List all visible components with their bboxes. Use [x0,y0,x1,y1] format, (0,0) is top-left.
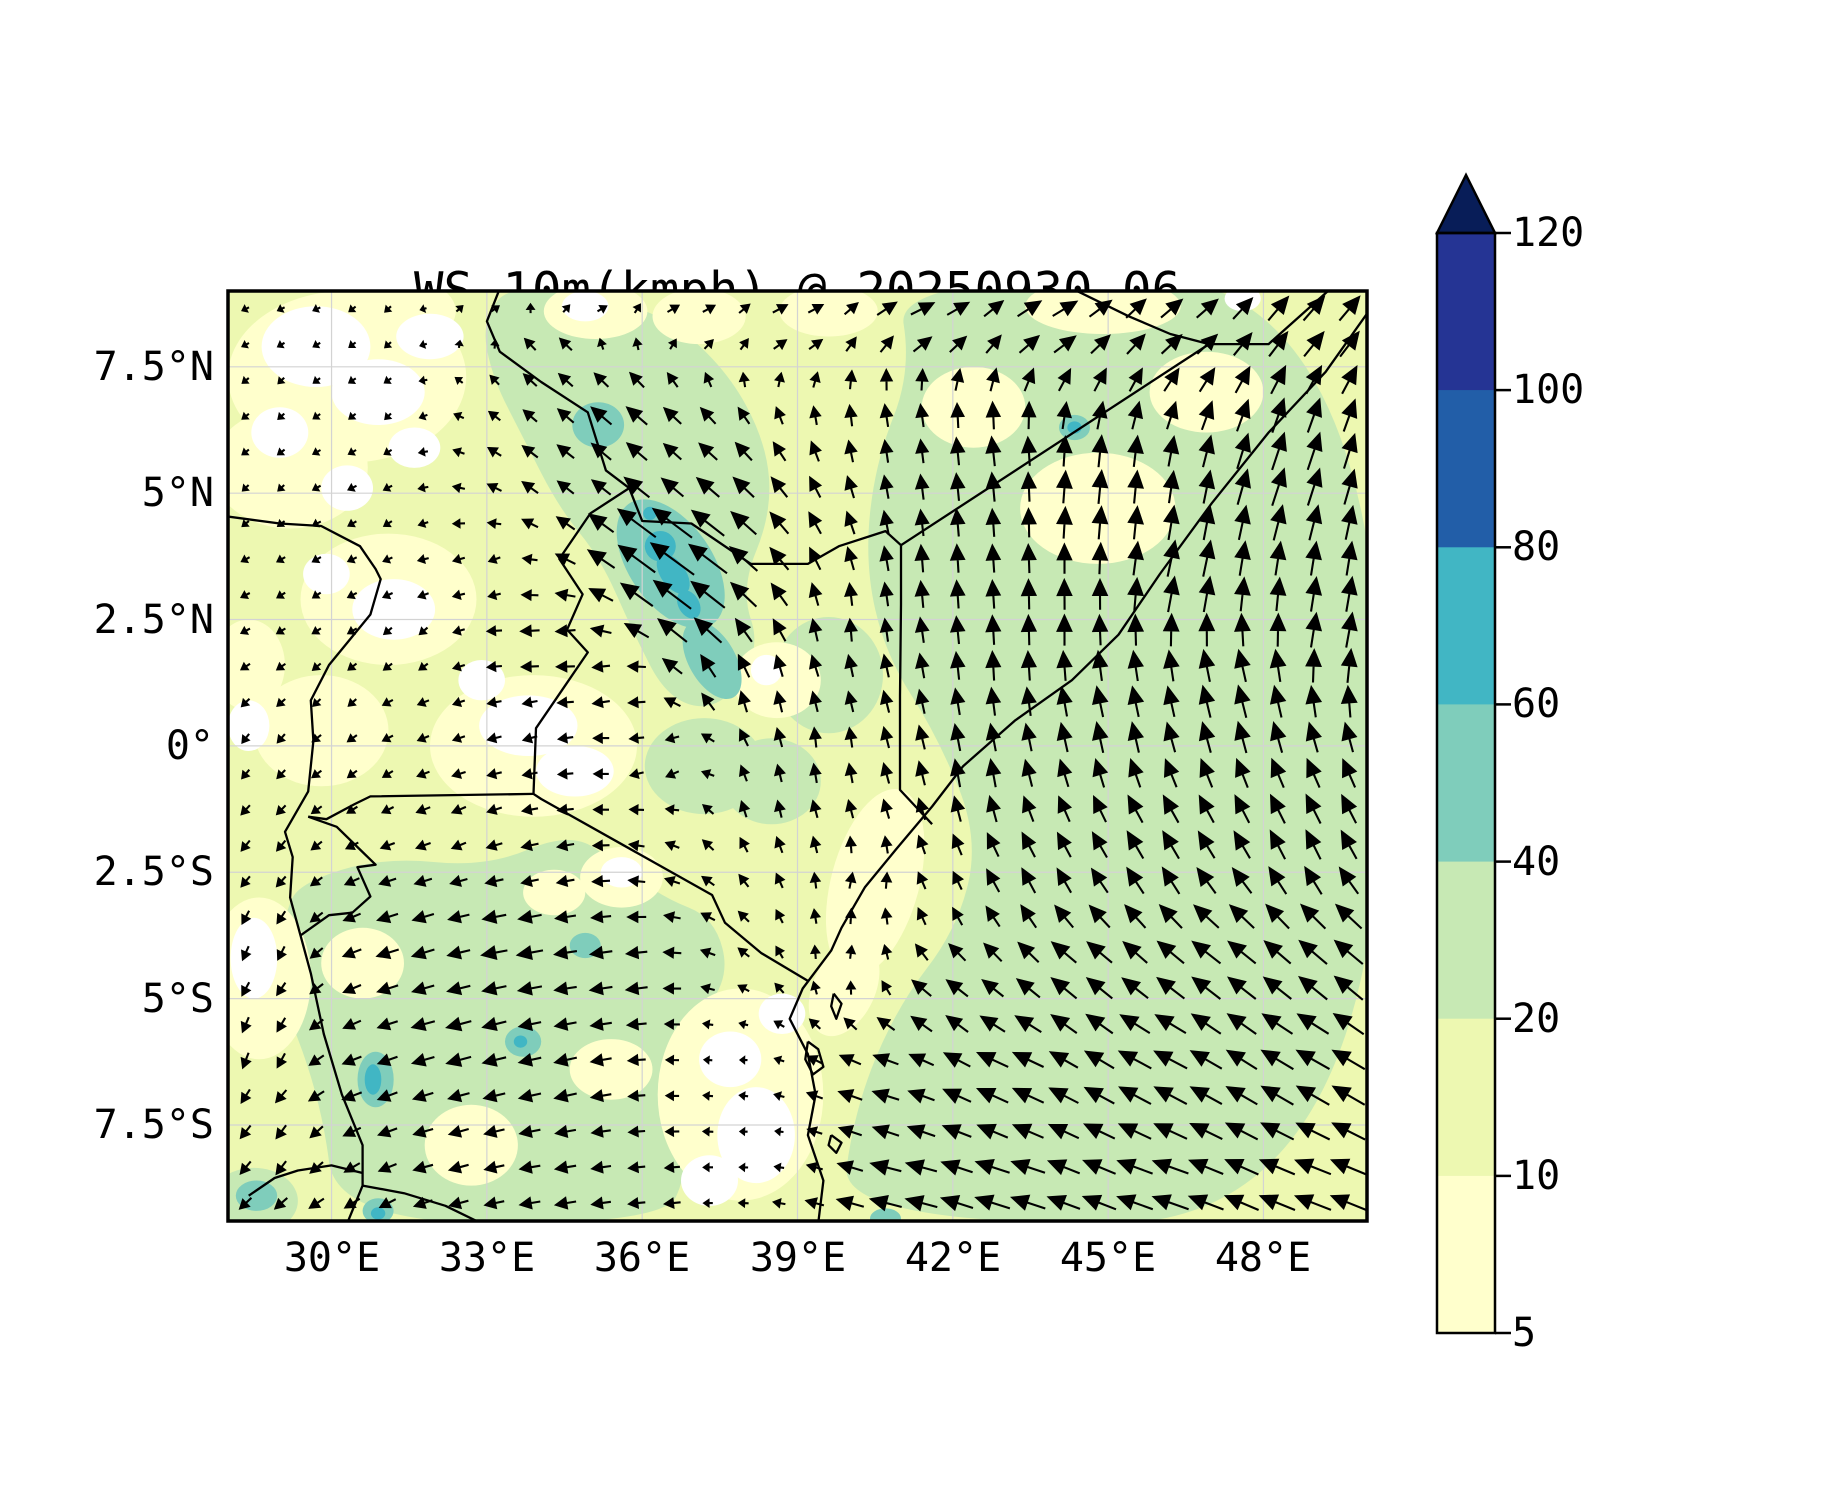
colorbar-segment [1437,1018,1495,1177]
shade-region [253,675,389,787]
x-axis-tick-label: 39°E [749,1235,847,1281]
shade-region [278,839,725,1221]
wind-arrows-layer [238,295,1367,1212]
shade-region [699,1031,762,1088]
colorbar-extend-max-arrow [1434,172,1498,235]
shade-region [228,700,270,751]
colorbar-tick-label: 10 [1512,1153,1561,1199]
y-axis-tick-label: 2.5°S [93,849,214,895]
shade-region [513,1035,528,1048]
shade-region [825,788,925,976]
x-axis-tick-label: 36°E [593,1235,691,1281]
x-axis-tick-label: 42°E [904,1235,1002,1281]
colorbar-segment [1437,861,1495,1020]
shade-region [388,427,441,468]
shade-region [779,291,878,337]
shade-region [352,579,436,640]
colorbar-tick-label: 80 [1512,524,1561,570]
map-frame [226,289,1369,1223]
shade-region [536,745,614,797]
shade-region [808,940,880,1037]
colorbar-bar [1434,172,1511,1335]
shade-region [677,590,701,619]
shade-region [303,553,350,595]
colorbar-tick-label: 120 [1512,210,1585,256]
shade-region [1149,351,1264,433]
shade-region [682,620,742,700]
colorbar-outline [1435,231,1497,1335]
shade-region [758,993,806,1034]
y-axis-tick-label: 5°S [141,976,214,1022]
colorbar-segment [1437,704,1495,863]
shade-region [569,1039,653,1100]
shade-region [652,291,746,345]
x-axis-tick-label: 30°E [283,1235,381,1281]
y-axis-tick-label: 7.5°N [93,344,214,390]
shade-region [644,718,764,815]
shade-region [364,1064,382,1095]
shade-region [921,366,1026,448]
x-axis-tick-label: 33°E [438,1235,536,1281]
shade-region [331,359,425,425]
shade-region [870,1208,901,1221]
shade-region [479,695,578,756]
shade-region [1020,452,1176,564]
wind-speed-shading-layer [228,291,1367,1221]
y-axis-tick-label: 2.5°N [93,597,214,643]
shade-region [561,291,609,322]
colorbar-tick-label: 100 [1512,367,1585,413]
colorbar-tick-label: 5 [1512,1310,1537,1356]
y-axis-tick-label: 7.5°S [93,1102,214,1148]
shade-region [717,1087,795,1184]
shade-region [396,313,464,360]
colorbar-segment [1437,547,1495,705]
shade-region [230,917,278,999]
shade-region [656,554,690,594]
shade-region [321,465,373,511]
shade-region [1224,291,1261,312]
shade-region [251,407,309,458]
x-axis-tick-label: 45°E [1059,1235,1157,1281]
shade-region [370,1207,386,1220]
colorbar-tick-label: 60 [1512,681,1561,727]
x-axis-tick-label: 48°E [1214,1235,1312,1281]
shade-region [523,869,586,916]
shade-region [228,619,285,711]
colorbar-tick-label: 40 [1512,839,1561,885]
shade-region [424,1104,518,1186]
colorbar-segment [1437,233,1495,391]
shade-region [572,402,625,448]
colorbar-segment [1437,1175,1495,1334]
shade-region [750,654,782,686]
shade-region [681,1155,738,1206]
coastline-and-country-borders [228,291,1367,1221]
colorbar-tick-label: 20 [1512,996,1561,1042]
map-layers [228,291,1367,1221]
colorbar-segment [1437,390,1495,548]
y-axis-tick-label: 0° [165,723,214,769]
y-axis-tick-label: 5°N [141,470,214,516]
shade-region [321,927,404,999]
